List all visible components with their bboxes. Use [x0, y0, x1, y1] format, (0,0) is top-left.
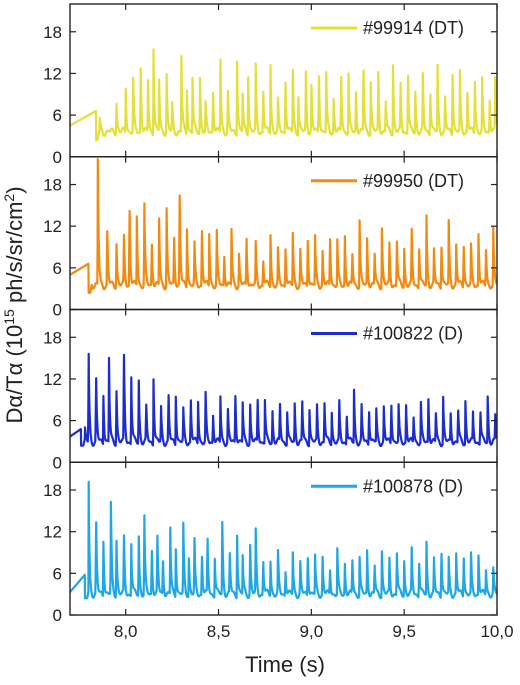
x-tick-label: 9,5 — [392, 622, 416, 641]
x-tick-label: 8,0 — [114, 622, 138, 641]
legend-label: #99914 (DT) — [363, 18, 464, 38]
x-tick-label: 10,0 — [480, 622, 513, 641]
x-tick-label: 9,0 — [300, 622, 324, 641]
y-axis-title-part: 15 — [1, 309, 17, 325]
legend-label: #99950 (DT) — [363, 171, 464, 191]
panel-frame — [69, 461, 498, 616]
y-tick-label: 18 — [43, 328, 62, 347]
series-line — [70, 480, 497, 600]
y-tick-label: 12 — [43, 370, 62, 389]
series-line — [70, 158, 497, 294]
series-line — [70, 352, 497, 448]
panel-2: 0 6 12 18 #99950 (DT) — [43, 156, 498, 320]
x-axis-title: Time (s) — [245, 652, 325, 677]
y-tick-label: 18 — [43, 23, 62, 42]
legend-label: #100822 (D) — [363, 324, 463, 344]
panels-group: 0 6 12 18 #99914 (DT) 0 6 12 18 #99950 (DT) 0 6 12 18… — [43, 3, 498, 625]
panel-4: 0 6 12 18 #100878 (D) — [43, 461, 498, 625]
y-tick-label: 6 — [53, 259, 62, 278]
series-line — [70, 48, 497, 142]
y-axis-title-part: Dα/Tα (10 — [2, 325, 27, 424]
y-tick-label: 0 — [53, 301, 62, 320]
panel-1: 0 6 12 18 #99914 (DT) — [43, 3, 498, 167]
panel-3: 0 6 12 18 #100822 (D) — [43, 308, 498, 472]
x-tick-label: 8,5 — [207, 622, 231, 641]
y-axis-title-part: 2 — [1, 194, 17, 202]
y-axis-title-part: ) — [2, 186, 27, 193]
y-tick-label: 12 — [43, 64, 62, 83]
y-tick-label: 12 — [43, 523, 62, 542]
y-axis-title-part: ph/s/sr/cm — [2, 202, 27, 310]
y-tick-label: 0 — [53, 606, 62, 625]
legend-label: #100878 (D) — [363, 476, 463, 496]
y-tick-label: 6 — [53, 564, 62, 583]
y-tick-label: 18 — [43, 481, 62, 500]
y-tick-label: 6 — [53, 412, 62, 431]
x-tick-labels: 8,0 8,5 9,0 9,5 10,0 — [114, 622, 514, 641]
y-axis-title: Dα/Tα (1015 ph/s/sr/cm2) — [1, 186, 27, 423]
y-tick-label: 0 — [53, 453, 62, 472]
y-tick-label: 12 — [43, 217, 62, 236]
y-tick-label: 18 — [43, 176, 62, 195]
y-tick-label: 0 — [53, 148, 62, 167]
y-tick-label: 6 — [53, 106, 62, 125]
